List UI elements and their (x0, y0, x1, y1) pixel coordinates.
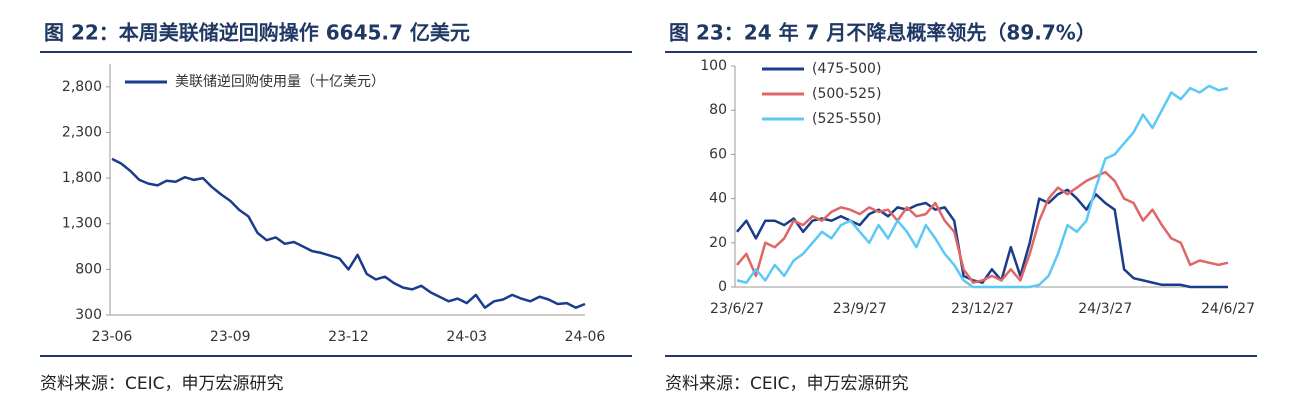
x-tick-label: 23/6/27 (710, 301, 764, 317)
series-line (736, 188, 1228, 289)
legend-label: 美联储逆回购使用量（十亿美元） (175, 73, 385, 90)
y-tick-label: 1,300 (62, 216, 102, 232)
legend-label: (525-550) (812, 111, 881, 127)
x-tick-label: 24-06 (565, 329, 606, 345)
y-tick-label: 80 (709, 102, 727, 118)
series-line (736, 84, 1229, 289)
y-tick-label: 2,800 (62, 79, 102, 95)
y-tick-label: 40 (709, 191, 727, 207)
y-tick-label: 800 (75, 261, 102, 277)
y-tick-label: 0 (718, 279, 727, 295)
y-tick-label: 1,800 (62, 170, 102, 186)
legend-label: (475-500) (812, 61, 881, 77)
x-tick-label: 24/6/27 (1201, 301, 1255, 317)
source-note: 资料来源：CEIC，申万宏源研究 (665, 374, 909, 394)
x-tick-label: 24-03 (446, 329, 487, 345)
chart-title: 图 22：本周美联储逆回购操作 6645.7 亿美元 (44, 21, 470, 45)
x-tick-label: 23/9/27 (833, 301, 887, 317)
legend-label: (500-525) (812, 86, 881, 102)
x-tick-label: 23-09 (210, 329, 251, 345)
source-note: 资料来源：CEIC，申万宏源研究 (40, 374, 284, 394)
y-tick-label: 2,300 (62, 124, 102, 140)
x-tick-label: 23-12 (328, 329, 369, 345)
y-tick-label: 60 (709, 146, 727, 162)
x-tick-label: 24/3/27 (1078, 301, 1132, 317)
series-line (736, 170, 1229, 284)
y-tick-label: 100 (700, 58, 727, 74)
x-tick-label: 23-06 (92, 329, 133, 345)
y-tick-label: 300 (75, 307, 102, 323)
series-line (111, 157, 586, 309)
y-tick-label: 20 (709, 235, 727, 251)
chart-title: 图 23：24 年 7 月不降息概率领先（89.7%） (669, 21, 1096, 45)
x-tick-label: 23/12/27 (951, 301, 1014, 317)
